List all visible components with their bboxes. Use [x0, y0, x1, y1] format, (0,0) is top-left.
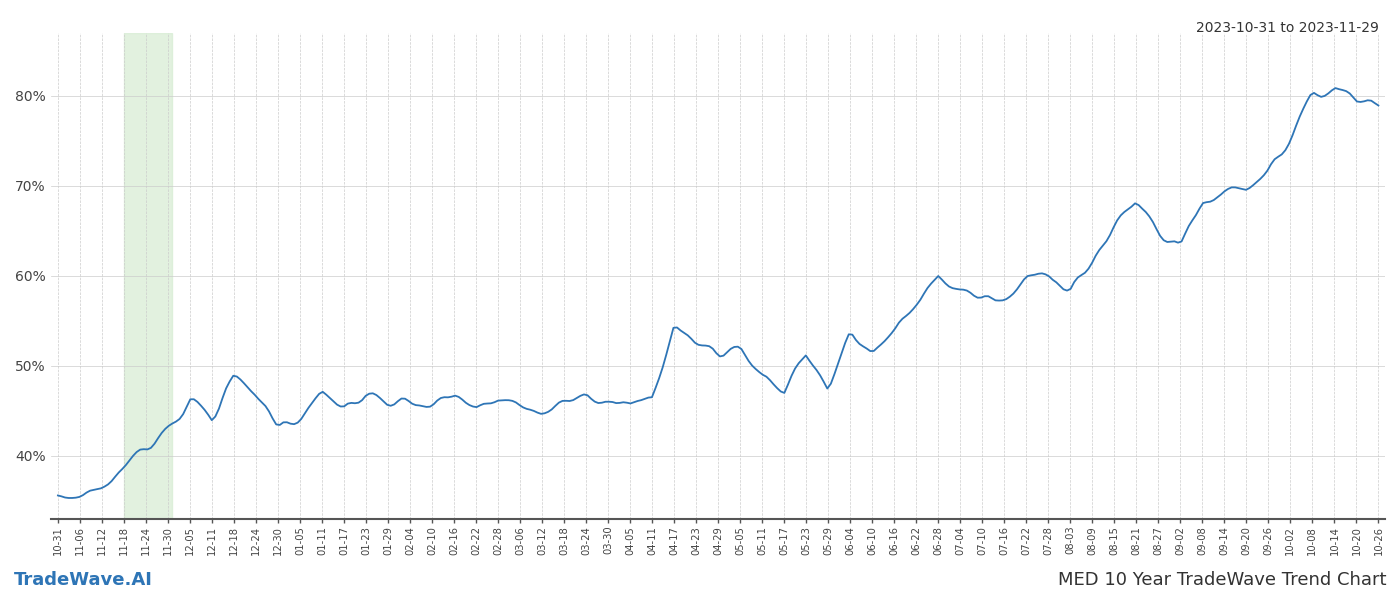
Text: MED 10 Year TradeWave Trend Chart: MED 10 Year TradeWave Trend Chart — [1057, 571, 1386, 589]
Text: 2023-10-31 to 2023-11-29: 2023-10-31 to 2023-11-29 — [1196, 21, 1379, 35]
Text: TradeWave.AI: TradeWave.AI — [14, 571, 153, 589]
Bar — [125, 33, 172, 519]
